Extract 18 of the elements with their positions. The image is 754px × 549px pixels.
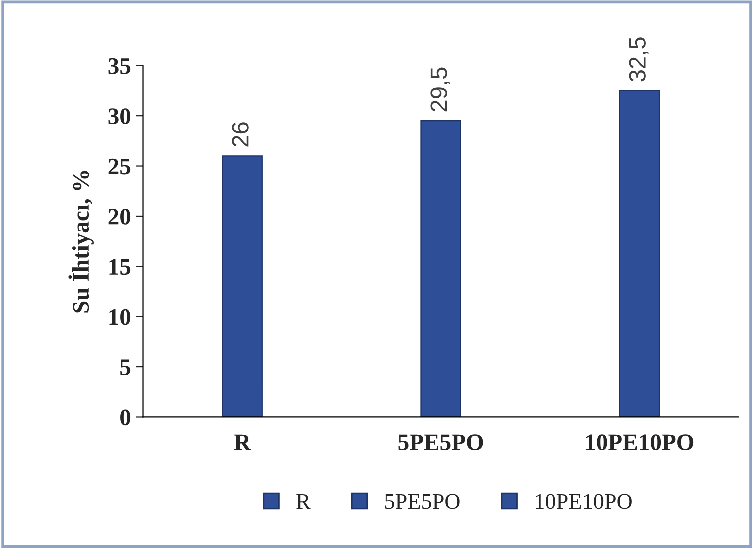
data-label: 26 — [232, 122, 249, 147]
x-tick-label: 10PE10PO — [586, 434, 694, 451]
legend-label: R — [296, 494, 311, 510]
y-tick-label: 10 — [110, 309, 131, 326]
legend-label: 5PE5PO — [385, 494, 460, 510]
y-tick-label: 15 — [110, 259, 131, 276]
y-axis-title: Su İhtiyacı, % — [68, 171, 94, 313]
y-tick-label: 25 — [108, 158, 131, 175]
y-tick-label: 0 — [120, 410, 131, 426]
y-tick-label: 30 — [108, 108, 131, 124]
data-label: 29,5 — [430, 68, 450, 112]
legend-label: 10PE10PO — [536, 494, 632, 510]
y-tick-label: 5 — [120, 360, 131, 376]
x-tick-label: R — [234, 434, 252, 450]
data-label: 32,5 — [629, 38, 649, 82]
y-tick-label: 35 — [108, 58, 131, 74]
y-tick-label: 20 — [108, 208, 131, 225]
x-tick-label: 5PE5PO — [398, 434, 484, 451]
